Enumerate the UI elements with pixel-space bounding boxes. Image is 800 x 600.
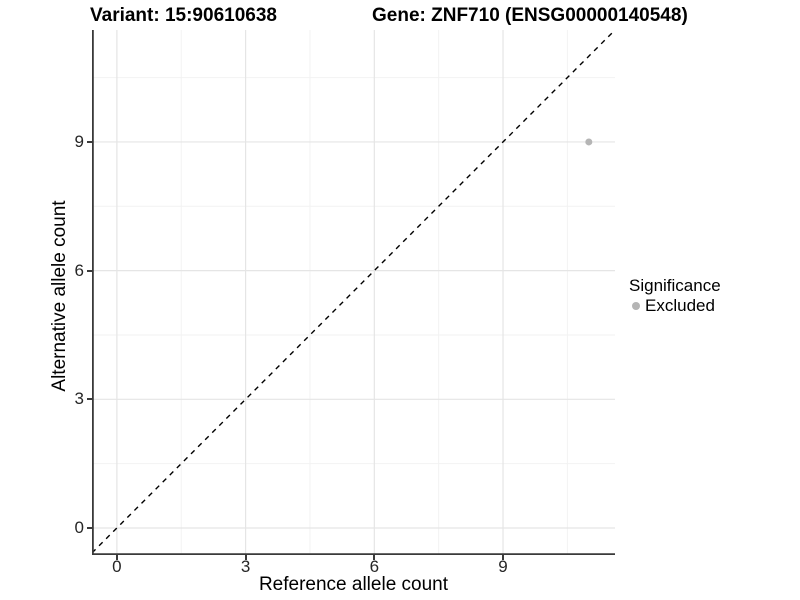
x-tick-label: 3	[240, 557, 251, 576]
data-point	[585, 138, 593, 146]
y-tick-mark	[87, 526, 92, 529]
plot-canvas	[92, 30, 615, 555]
x-tick-mark	[502, 555, 505, 560]
y-tick-mark	[87, 140, 92, 143]
y-tick-label: 9	[74, 131, 84, 151]
y-tick-label: 0	[74, 517, 84, 537]
legend-item-label: Excluded	[645, 296, 715, 315]
x-tick-label: 6	[369, 557, 380, 576]
x-axis-title: Reference allele count	[258, 574, 449, 595]
y-tick-mark	[87, 269, 92, 272]
excluded-point-icon	[632, 302, 640, 310]
x-tick-label: 0	[112, 557, 122, 576]
variant-title: Variant: 15:90610638	[90, 5, 277, 26]
y-tick-mark	[87, 398, 92, 401]
x-tick-mark	[115, 555, 118, 560]
identity-line	[92, 30, 615, 554]
plot-panel	[92, 30, 615, 555]
y-tick-label: 6	[74, 260, 84, 280]
legend-item-excluded: Excluded	[629, 296, 721, 316]
x-tick-mark	[244, 555, 247, 560]
gene-title: Gene: ZNF710 (ENSG00000140548)	[372, 5, 688, 26]
legend-title: Significance	[629, 276, 721, 295]
y-tick-label: 3	[74, 389, 84, 409]
x-tick-mark	[373, 555, 376, 560]
x-tick-label: 9	[498, 557, 508, 576]
y-axis-title: Alternative allele count	[49, 200, 70, 392]
legend: Significance Excluded	[629, 276, 721, 316]
